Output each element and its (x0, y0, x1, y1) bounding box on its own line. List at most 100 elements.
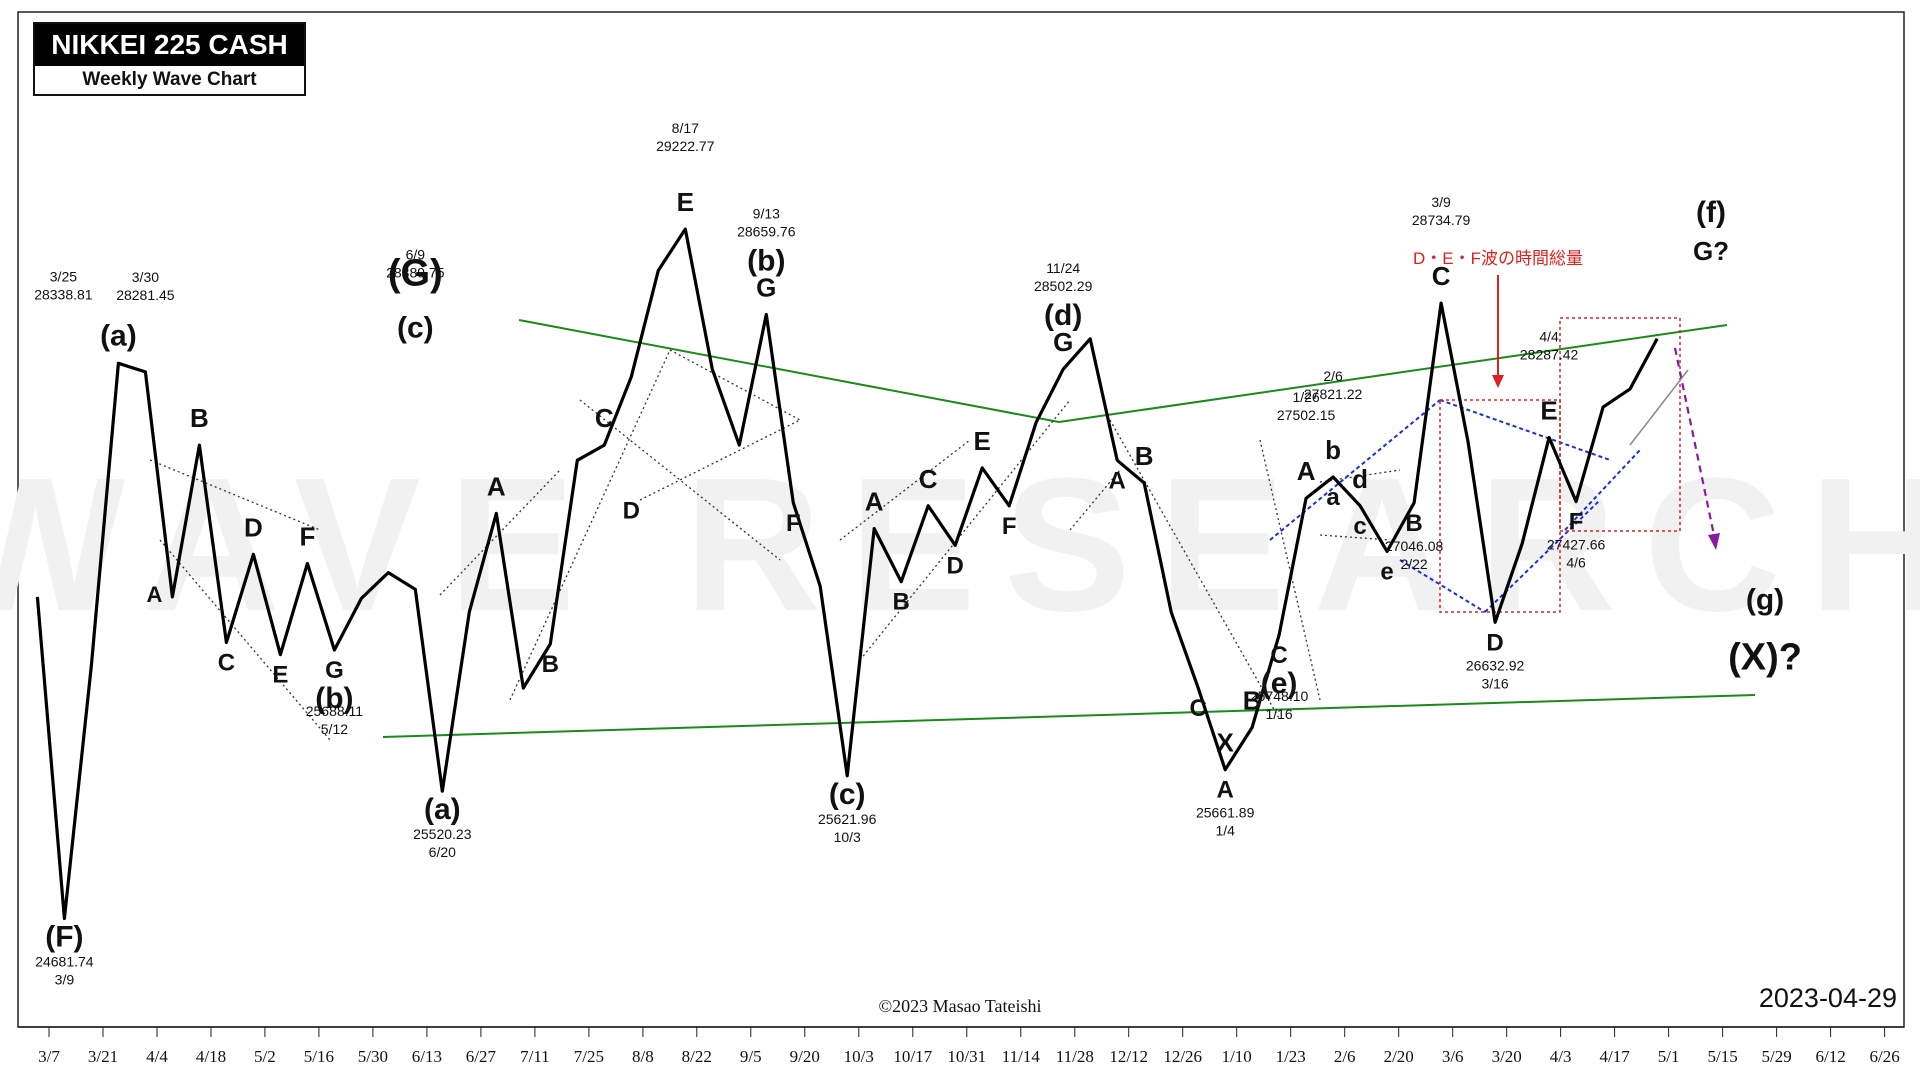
wave-label-63: 1/26 (1292, 389, 1319, 405)
wave-labels-layer: (F)24681.74 3/9 (a) 3/25 28338.81 3/30 28281.4… (34, 120, 1802, 987)
wave-label-43: D (947, 552, 964, 579)
upper-trendline-left (518, 319, 1060, 423)
title-box: NIKKEI 225 CASH Weekly Wave Chart (33, 22, 306, 96)
wave-label-40: A (865, 487, 884, 517)
wave-label-59: (e) (1261, 667, 1298, 700)
wave-label-69: c (1353, 513, 1366, 540)
x-tick-label-7: 6/13 (412, 1047, 442, 1066)
wave-label-64: 27502.15 (1277, 407, 1336, 423)
wave-label-19: (c) (397, 312, 434, 345)
wave-label-78: D (1486, 629, 1503, 656)
wave-label-79: 26632.92 (1466, 657, 1525, 673)
projection-box-fg (1559, 317, 1681, 532)
wave-label-0: (F) (45, 921, 83, 954)
wave-label-11: D (244, 512, 263, 542)
wave-label-37: (c) (829, 778, 866, 811)
wave-label-6: 3/30 (132, 269, 159, 285)
wave-label-54: A (1217, 777, 1234, 804)
wave-label-8: B (190, 403, 209, 433)
x-tick-label-23: 1/23 (1276, 1047, 1306, 1066)
upper-trendline-right (1058, 324, 1728, 423)
chart-subtitle: Weekly Wave Chart (82, 69, 257, 90)
x-tick-label-17: 10/31 (947, 1047, 986, 1066)
x-axis: 3/7 3/21 4/4 4/18 5/2 5/16 5/30 6/13 6/27 7/11 7/2… (18, 1026, 1904, 1066)
wave-label-88: G? (1693, 236, 1729, 266)
x-tick-label-13: 9/5 (740, 1047, 762, 1066)
wave-label-61: 1/16 (1265, 706, 1292, 722)
x-tick-label-16: 10/17 (893, 1047, 932, 1066)
wave-label-56: 1/4 (1215, 823, 1235, 839)
wave-label-83: 28287.42 (1520, 347, 1579, 363)
wave-label-87: (f) (1696, 196, 1726, 229)
x-tick-label-18: 11/14 (1002, 1047, 1041, 1066)
guide-line-12 (1319, 534, 1391, 541)
wave-label-28: D (623, 498, 640, 525)
wave-label-26: B (542, 651, 559, 678)
forecast-arrow (1673, 347, 1717, 541)
wave-label-21: 28389.75 (386, 265, 445, 281)
wave-label-51: B (1135, 441, 1154, 471)
wave-label-27: C (595, 403, 614, 433)
guide-line-0 (149, 459, 321, 531)
x-tick-label-10: 7/25 (574, 1047, 604, 1066)
wave-label-14: G (325, 657, 344, 684)
wave-label-86: 4/6 (1566, 555, 1586, 571)
wave-label-18: (G) (388, 253, 443, 295)
x-tick-label-0: 3/7 (38, 1047, 60, 1066)
x-tick-label-28: 4/3 (1550, 1047, 1572, 1066)
guide-line-8 (859, 399, 1071, 661)
lower-trendline (382, 694, 1756, 738)
wave-label-70: d (1352, 464, 1368, 494)
wave-label-50: A (1109, 467, 1126, 494)
wave-label-23: 25520.23 (413, 826, 472, 842)
wave-label-2: 3/9 (55, 972, 75, 988)
x-tick-label-11: 8/8 (632, 1047, 654, 1066)
wave-label-75: C (1432, 261, 1451, 291)
price-line-layer (35, 227, 1659, 921)
x-tick-label-4: 5/2 (254, 1047, 276, 1066)
wave-label-16: 25688.11 (306, 703, 364, 719)
x-tick-label-26: 3/6 (1442, 1047, 1464, 1066)
x-tick-label-15: 10/3 (844, 1047, 874, 1066)
wave-label-15: (b) (315, 682, 353, 715)
wave-label-71: e (1380, 558, 1393, 585)
x-tick-label-5: 5/16 (304, 1047, 334, 1066)
wave-label-62: A (1297, 456, 1316, 486)
x-tick-label-21: 12/26 (1163, 1047, 1202, 1066)
x-tick-label-1: 3/21 (88, 1047, 118, 1066)
wave-label-52: C (1190, 695, 1207, 722)
watermark: WAVE RESEARCH (0, 439, 1920, 651)
wave-label-3: (a) (100, 319, 137, 352)
copyright-text: ©2023 Masao Tateishi (878, 996, 1041, 1016)
wave-label-58: C (1270, 642, 1287, 669)
x-tick-label-14: 9/20 (790, 1047, 820, 1066)
x-tick-label-3: 4/18 (196, 1047, 226, 1066)
wave-label-84: F (1569, 509, 1584, 536)
wave-label-45: F (1002, 513, 1017, 540)
wave-label-41: B (893, 589, 910, 616)
wave-label-65: a (1326, 484, 1340, 511)
wave-label-22: (a) (424, 793, 461, 826)
x-tick-label-22: 1/10 (1222, 1047, 1252, 1066)
wave-label-85: 27427.66 (1547, 537, 1606, 553)
x-tick-label-6: 5/30 (358, 1047, 388, 1066)
x-tick-label-29: 4/17 (1599, 1047, 1630, 1066)
wave-label-89: (g) (1746, 584, 1784, 617)
wave-label-73: 27046.08 (1385, 538, 1444, 554)
guide-line-1 (159, 539, 331, 741)
wave-label-29: E (677, 187, 694, 217)
guide-line-3 (509, 349, 671, 701)
wave-label-13: F (299, 522, 315, 552)
chart-date-stamp: 2023-04-29 (1759, 983, 1897, 1013)
wave-label-90: (X)? (1728, 637, 1802, 679)
x-tick-label-12: 8/22 (682, 1047, 712, 1066)
wave-label-76: 3/9 (1431, 194, 1451, 210)
wave-label-34: (b) (747, 245, 785, 278)
blue-channel-3 (1484, 499, 1601, 613)
wave-label-60: 25748.10 (1250, 688, 1309, 704)
grey-projection (1629, 369, 1689, 446)
wave-label-10: C (218, 650, 235, 677)
wave-label-12: E (272, 662, 288, 689)
